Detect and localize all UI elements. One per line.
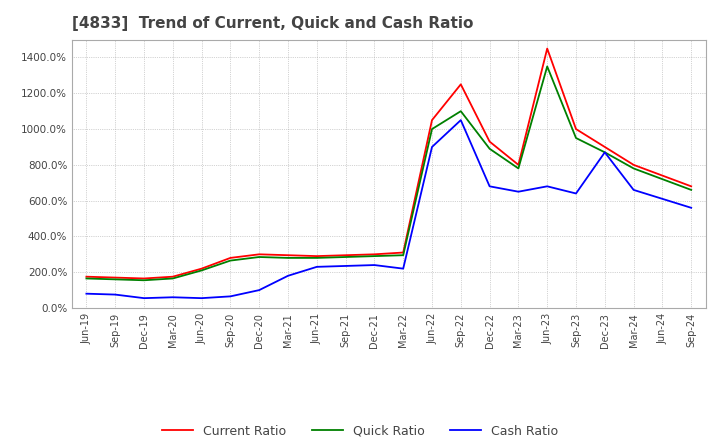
Current Ratio (312, 253, 321, 259)
Current Ratio (600, 144, 609, 150)
Cash Ratio (111, 292, 120, 297)
Quick Ratio (658, 176, 667, 182)
Quick Ratio (197, 268, 206, 273)
Cash Ratio (687, 205, 696, 210)
Current Ratio (687, 183, 696, 189)
Quick Ratio (543, 64, 552, 69)
Current Ratio (629, 162, 638, 168)
Quick Ratio (485, 146, 494, 151)
Quick Ratio (399, 253, 408, 258)
Quick Ratio (341, 254, 350, 260)
Current Ratio (140, 276, 148, 281)
Cash Ratio (629, 187, 638, 193)
Quick Ratio (600, 150, 609, 155)
Quick Ratio (514, 166, 523, 171)
Cash Ratio (543, 183, 552, 189)
Cash Ratio (312, 264, 321, 269)
Quick Ratio (255, 254, 264, 260)
Line: Cash Ratio: Cash Ratio (86, 120, 691, 298)
Quick Ratio (168, 276, 177, 281)
Current Ratio (111, 275, 120, 280)
Quick Ratio (687, 187, 696, 193)
Cash Ratio (514, 189, 523, 194)
Current Ratio (485, 139, 494, 144)
Current Ratio (341, 253, 350, 258)
Current Ratio (226, 255, 235, 260)
Line: Current Ratio: Current Ratio (86, 48, 691, 279)
Cash Ratio (82, 291, 91, 296)
Cash Ratio (428, 144, 436, 150)
Quick Ratio (572, 136, 580, 141)
Text: [4833]  Trend of Current, Quick and Cash Ratio: [4833] Trend of Current, Quick and Cash … (72, 16, 473, 32)
Current Ratio (572, 126, 580, 132)
Cash Ratio (485, 183, 494, 189)
Current Ratio (399, 250, 408, 255)
Current Ratio (168, 274, 177, 279)
Quick Ratio (140, 278, 148, 283)
Cash Ratio (140, 296, 148, 301)
Quick Ratio (312, 255, 321, 260)
Line: Quick Ratio: Quick Ratio (86, 66, 691, 280)
Quick Ratio (82, 276, 91, 281)
Current Ratio (658, 173, 667, 178)
Cash Ratio (226, 294, 235, 299)
Cash Ratio (197, 296, 206, 301)
Quick Ratio (111, 277, 120, 282)
Cash Ratio (370, 262, 379, 268)
Cash Ratio (456, 117, 465, 123)
Current Ratio (197, 266, 206, 271)
Cash Ratio (572, 191, 580, 196)
Cash Ratio (341, 263, 350, 268)
Cash Ratio (255, 287, 264, 293)
Current Ratio (370, 252, 379, 257)
Cash Ratio (284, 273, 292, 279)
Cash Ratio (658, 196, 667, 202)
Legend: Current Ratio, Quick Ratio, Cash Ratio: Current Ratio, Quick Ratio, Cash Ratio (157, 420, 563, 440)
Quick Ratio (370, 253, 379, 259)
Cash Ratio (600, 150, 609, 155)
Quick Ratio (456, 109, 465, 114)
Cash Ratio (399, 266, 408, 271)
Cash Ratio (168, 295, 177, 300)
Quick Ratio (284, 255, 292, 260)
Quick Ratio (226, 258, 235, 263)
Current Ratio (543, 46, 552, 51)
Current Ratio (428, 117, 436, 123)
Quick Ratio (629, 166, 638, 171)
Quick Ratio (428, 126, 436, 132)
Current Ratio (82, 274, 91, 279)
Current Ratio (255, 252, 264, 257)
Current Ratio (284, 253, 292, 258)
Current Ratio (514, 162, 523, 168)
Current Ratio (456, 82, 465, 87)
